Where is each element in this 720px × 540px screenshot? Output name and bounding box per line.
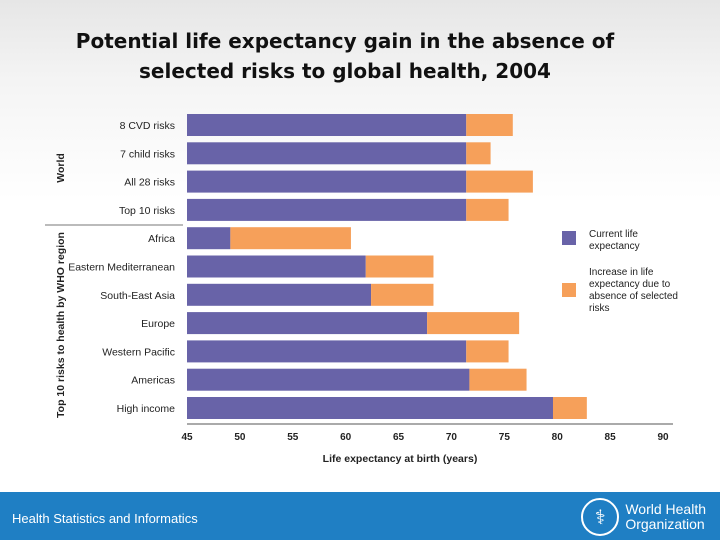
title-line-1: Potential life expectancy gain in the ab… [75,29,615,53]
legend-label-increase: absence of selected [589,291,678,302]
bar-current [187,142,467,165]
category-label: 7 child risks [120,148,175,160]
category-label: Top 10 risks [119,205,175,217]
x-tick-label: 45 [181,432,193,443]
bar-increase [466,142,491,165]
legend-swatch-increase [562,283,576,297]
bar-current [187,170,467,193]
footer: Health Statistics and Informatics ⚕ Worl… [0,492,720,540]
category-label: Eastern Mediterranean [68,262,175,274]
bar-increase [466,198,509,221]
bar-increase [466,114,513,136]
legend-label-increase: Increase in life [589,267,654,278]
bar-current [187,255,366,278]
group-label-world: World [55,153,67,183]
legend-swatch-current [562,231,576,245]
bar-current [187,283,372,306]
x-tick-label: 55 [287,432,299,443]
legend-label-current: Current life [589,229,638,240]
category-label: 8 CVD risks [120,120,175,132]
title-line-2: selected risks to global health, 2004 [139,59,551,83]
bar-increase [371,283,434,306]
x-tick-label: 90 [657,432,669,443]
category-label: Americas [131,375,175,387]
category-label: Western Pacific [102,346,175,358]
org-line-2: Organization [625,516,705,532]
bar-current [187,114,467,136]
bar-current [187,227,231,250]
group-label-region: Top 10 risks to health by WHO region [55,232,67,418]
bar-current [187,340,467,363]
bar-increase [552,397,587,419]
legend-label-increase: risks [589,303,610,314]
x-tick-label: 80 [552,432,564,443]
x-tick-label: 50 [234,432,246,443]
x-tick-label: 70 [446,432,458,443]
category-label: Europe [141,318,175,330]
x-tick-label: 60 [340,432,352,443]
bar-increase [466,170,533,193]
who-logo: ⚕ World Health Organization [581,498,706,536]
category-label: South-East Asia [100,290,175,302]
bar-increase [427,312,520,335]
bar-increase [469,368,527,391]
x-tick-label: 75 [499,432,511,443]
chart-title: Potential life expectancy gain in the ab… [0,26,690,86]
bar-current [187,312,428,335]
bar-increase [466,340,509,363]
footer-text: Health Statistics and Informatics [12,511,198,526]
background [0,0,720,200]
category-label: Africa [148,233,175,245]
x-axis-title: Life expectancy at birth (years) [323,453,478,465]
x-tick-label: 65 [393,432,405,443]
category-label: High income [117,403,176,415]
bar-current [187,368,470,391]
chart: 8 CVD risks 7 child risks All 28 risks Top … [45,114,678,465]
legend-label-increase: expectancy due to [589,279,671,290]
x-tick-label: 85 [605,432,617,443]
who-emblem-icon: ⚕ [581,498,620,536]
bar-current [187,397,553,419]
bar-current [187,198,467,221]
bar-increase [230,227,351,250]
org-line-1: World Health [625,501,706,517]
category-label: All 28 risks [124,177,175,189]
bar-increase [365,255,434,278]
legend-label-current: expectancy [589,241,640,252]
